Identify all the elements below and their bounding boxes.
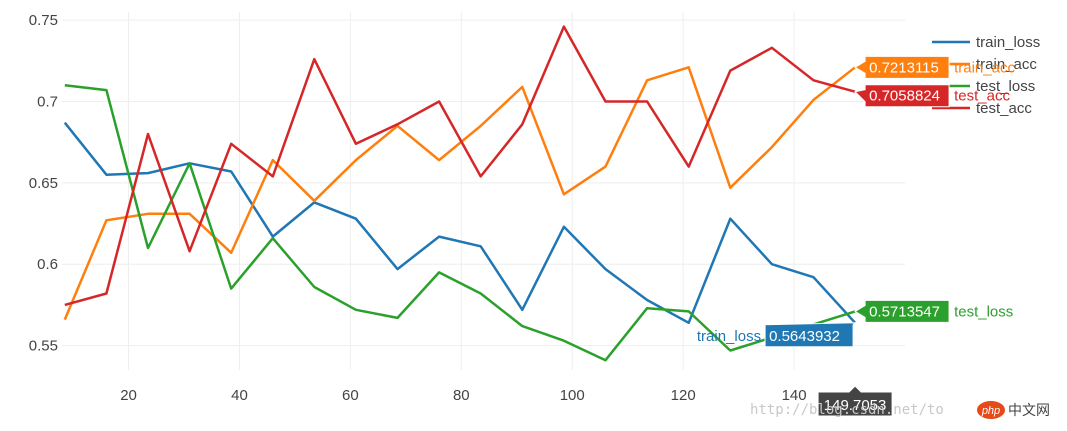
hover-x-box bbox=[817, 385, 893, 417]
hover-label-box bbox=[854, 55, 950, 79]
hover-label-train_acc: 0.7213115 train_acc bbox=[854, 55, 1015, 79]
php-logo-text: 中文网 bbox=[1008, 403, 1050, 419]
hover-series-name: test_acc bbox=[954, 88, 1010, 105]
x-tick-label: 20 bbox=[120, 387, 137, 404]
hover-label-train_loss: 0.5643932 train_loss bbox=[697, 322, 857, 348]
watermark-text: http://blog.csdn.net/to bbox=[750, 402, 944, 418]
y-tick-label: 0.55 bbox=[29, 338, 58, 355]
series-line-test_loss bbox=[64, 83, 856, 362]
y-tick-label: 0.65 bbox=[29, 175, 58, 192]
x-tick-label: 60 bbox=[342, 387, 359, 404]
x-tick-label: 40 bbox=[231, 387, 248, 404]
series-lines bbox=[63, 25, 857, 362]
y-axis-ticks: 0.55 0.6 0.65 0.7 0.75 bbox=[29, 12, 58, 354]
legend-item-train_loss[interactable]: train_loss bbox=[932, 34, 1040, 51]
legend-label: train_acc bbox=[976, 56, 1037, 73]
hover-value: 0.5713547 bbox=[869, 303, 940, 320]
x-tick-label: 80 bbox=[453, 387, 470, 404]
hover-label-box bbox=[854, 299, 950, 323]
hover-value: 0.7213115 bbox=[869, 59, 939, 76]
hover-series-name: train_acc bbox=[954, 59, 1015, 76]
series-line-train_loss bbox=[63, 121, 857, 325]
php-logo-badge bbox=[977, 401, 1005, 419]
x-axis-ticks: 20 40 60 80 100 120 140 bbox=[120, 387, 806, 404]
hover-label-box bbox=[764, 322, 857, 348]
series-line-train_acc bbox=[63, 66, 856, 321]
php-logo-badge-text: php bbox=[981, 405, 1000, 417]
hover-label-test_loss: 0.5713547 test_loss bbox=[854, 299, 1013, 323]
y-tick-label: 0.6 bbox=[37, 256, 58, 273]
php-logo: php 中文网 bbox=[977, 401, 1050, 419]
hover-value: 0.7058824 bbox=[869, 88, 940, 105]
legend-label: test_loss bbox=[976, 78, 1035, 95]
grid-lines bbox=[62, 12, 905, 370]
y-tick-label: 0.7 bbox=[37, 94, 58, 111]
hover-label-test_acc: 0.7058824 test_acc bbox=[854, 84, 1010, 108]
series-line-test_acc bbox=[64, 25, 856, 307]
hover-label-box bbox=[854, 84, 950, 108]
x-tick-label: 140 bbox=[782, 387, 807, 404]
legend-label: test_acc bbox=[976, 100, 1032, 117]
hover-x-value: 149.7053 bbox=[824, 397, 887, 414]
y-tick-label: 0.75 bbox=[29, 12, 58, 29]
hover-series-name: test_loss bbox=[954, 303, 1013, 320]
x-tick-label: 120 bbox=[671, 387, 696, 404]
hover-value: 0.5643932 bbox=[769, 328, 840, 345]
legend-item-test_acc[interactable]: test_acc bbox=[932, 100, 1032, 117]
hover-series-name: train_loss bbox=[697, 328, 761, 345]
hover-x-label: 149.7053 bbox=[817, 385, 893, 417]
x-tick-label: 100 bbox=[560, 387, 585, 404]
hover-labels: 0.7213115 train_acc 0.7058824 test_acc 0.571… bbox=[697, 55, 1015, 417]
legend-label: train_loss bbox=[976, 34, 1040, 51]
